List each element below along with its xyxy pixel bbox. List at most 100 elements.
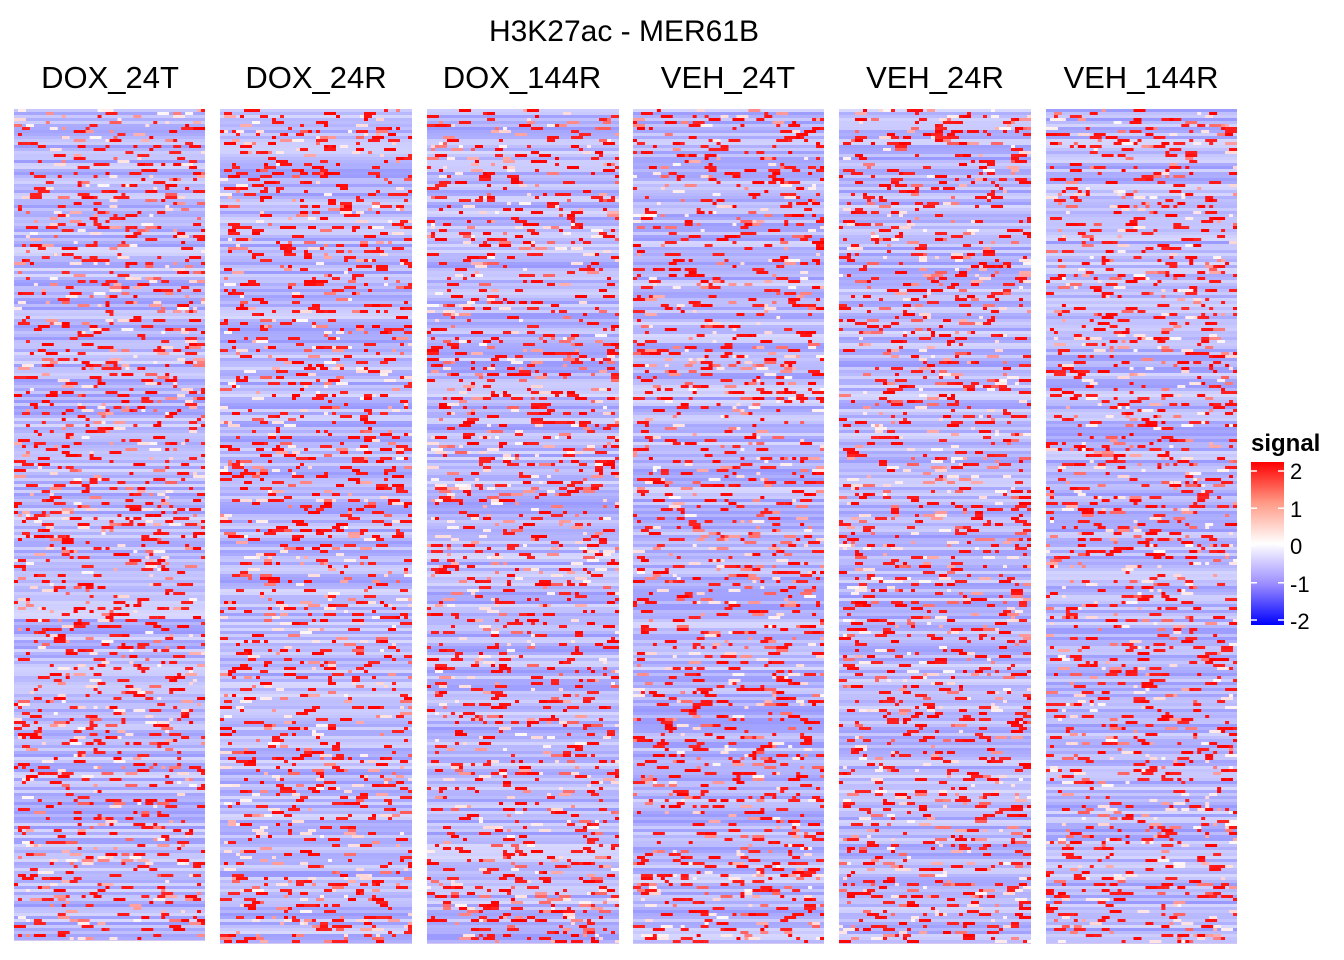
heatmap-cell	[451, 346, 459, 349]
heatmap-cell	[364, 430, 372, 433]
heatmap-cell	[547, 283, 555, 286]
heatmap-cell	[527, 916, 535, 919]
heatmap-cell	[356, 889, 364, 892]
heatmap-cell	[443, 223, 451, 226]
heatmap-cell	[384, 523, 392, 526]
heatmap-cell	[603, 553, 611, 556]
heatmap-cell	[73, 877, 82, 880]
heatmap-cell	[117, 481, 126, 484]
heatmap-cell	[555, 352, 567, 355]
heatmap-cell	[483, 691, 491, 694]
heatmap-cell	[479, 535, 487, 538]
heatmap-cell	[599, 706, 607, 709]
heatmap-row	[427, 463, 619, 466]
heatmap-row	[427, 781, 619, 784]
heatmap-cell	[133, 286, 142, 289]
heatmap-cell	[595, 532, 603, 535]
heatmap-row	[220, 313, 412, 316]
heatmap-cell	[149, 685, 162, 688]
heatmap-cell	[89, 295, 94, 298]
heatmap-cell	[89, 217, 98, 220]
heatmap-cell	[105, 310, 114, 313]
heatmap-cell	[113, 568, 118, 571]
heatmap-cell	[177, 751, 182, 754]
heatmap-cell	[41, 373, 50, 376]
heatmap-cell	[328, 883, 336, 886]
heatmap-cell	[607, 397, 615, 400]
heatmap-cell	[14, 925, 26, 928]
heatmap-cell	[304, 385, 308, 388]
heatmap-cell	[125, 235, 138, 238]
heatmap-cell	[515, 226, 523, 229]
heatmap-cell	[113, 421, 126, 424]
heatmap-cell	[272, 319, 276, 322]
heatmap-cell	[555, 394, 559, 397]
heatmap-cell	[611, 229, 615, 232]
heatmap-cell	[256, 130, 264, 133]
heatmap-cell	[69, 739, 78, 742]
heatmap-cell	[567, 658, 575, 661]
heatmap-cell	[189, 634, 194, 637]
heatmap-cell	[328, 310, 336, 313]
heatmap-cell	[539, 571, 543, 574]
heatmap-cell	[499, 145, 507, 148]
heatmap-cell	[157, 895, 170, 898]
heatmap-cell	[121, 859, 134, 862]
heatmap-cell	[388, 499, 400, 502]
heatmap-cell	[240, 850, 244, 853]
heatmap-cell	[539, 493, 547, 496]
heatmap-cell	[256, 499, 268, 502]
heatmap-cell	[53, 211, 62, 214]
heatmap-cell	[427, 607, 431, 610]
heatmap-cell	[65, 793, 74, 796]
heatmap-row	[14, 568, 205, 571]
heatmap-cell	[408, 433, 412, 436]
heatmap-cell	[348, 532, 360, 535]
heatmap-cell	[308, 694, 320, 697]
heatmap-row	[220, 256, 412, 259]
heatmap-cell	[141, 178, 146, 181]
heatmap-cell	[455, 478, 463, 481]
heatmap-row	[220, 223, 412, 226]
heatmap-cell	[563, 694, 571, 697]
heatmap-row	[14, 901, 205, 904]
heatmap-cell	[400, 613, 408, 616]
heatmap-cell	[165, 379, 178, 382]
heatmap-cell	[603, 328, 607, 331]
heatmap-row	[427, 346, 619, 349]
heatmap-row	[220, 763, 412, 766]
heatmap-row	[220, 514, 412, 517]
heatmap-cell	[105, 145, 110, 148]
heatmap-row	[14, 658, 205, 661]
heatmap-cell	[113, 364, 118, 367]
heatmap-cell	[471, 148, 475, 151]
heatmap-cell	[535, 247, 547, 250]
heatmap-cell	[324, 781, 336, 784]
heatmap-cell	[336, 364, 344, 367]
heatmap-cell	[165, 838, 170, 841]
heatmap-cell	[232, 163, 236, 166]
heatmap-cell	[224, 277, 228, 280]
heatmap-cell	[312, 730, 316, 733]
heatmap-cell	[324, 193, 332, 196]
heatmap-cell	[344, 877, 348, 880]
heatmap-row	[427, 148, 619, 151]
heatmap-panel-dox-144r	[427, 109, 619, 944]
heatmap-cell	[228, 823, 240, 826]
heatmap-cell	[77, 832, 86, 835]
heatmap-row	[14, 907, 205, 910]
heatmap-cell	[316, 394, 328, 397]
heatmap-cell	[396, 781, 400, 784]
heatmap-cell	[344, 256, 356, 259]
heatmap-cell	[336, 244, 344, 247]
heatmap-cell	[304, 154, 316, 157]
heatmap-cell	[145, 379, 154, 382]
heatmap-cell	[404, 616, 408, 619]
heatmap-cell	[360, 547, 372, 550]
heatmap-panel-dox-24t	[14, 109, 205, 941]
heatmap-row	[427, 562, 619, 565]
heatmap-cell	[463, 205, 475, 208]
heatmap-cell	[236, 238, 248, 241]
heatmap-cell	[137, 283, 150, 286]
heatmap-cell	[352, 649, 364, 652]
